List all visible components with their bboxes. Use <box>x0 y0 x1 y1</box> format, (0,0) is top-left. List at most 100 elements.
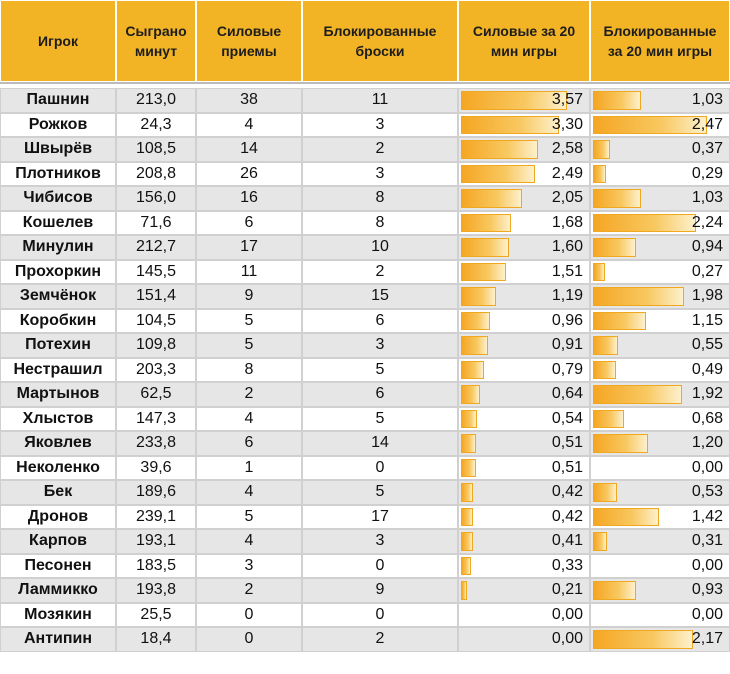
blocks-cell: 5 <box>302 480 458 505</box>
hits-per-20-value: 0,51 <box>551 434 583 452</box>
blocks-cell: 0 <box>302 455 458 480</box>
minutes-cell: 193,1 <box>116 529 196 554</box>
blocks-per-20-value: 0,37 <box>691 140 723 158</box>
blocks-per-20-cell: 2,24 <box>590 210 730 235</box>
blocks-per-20-value: 0,27 <box>691 262 723 280</box>
player-name: Бек <box>0 480 116 505</box>
blocks-per-20-databar <box>593 360 616 379</box>
blocks-cell: 9 <box>302 578 458 603</box>
hits-per-20-value: 0,21 <box>551 581 583 599</box>
hits-per-20-cell: 0,91 <box>458 333 590 358</box>
blocks-per-20-cell: 1,42 <box>590 504 730 529</box>
hits-per-20-cell: 2,05 <box>458 186 590 211</box>
header-minutes: Сыграно минут <box>116 0 196 82</box>
minutes-cell: 147,3 <box>116 406 196 431</box>
hits-cell: 5 <box>196 308 302 333</box>
hits-per-20-databar <box>461 556 471 575</box>
minutes-cell: 145,5 <box>116 259 196 284</box>
minutes-cell: 189,6 <box>116 480 196 505</box>
blocks-per-20-cell: 1,92 <box>590 382 730 407</box>
minutes-cell: 183,5 <box>116 553 196 578</box>
blocks-cell: 8 <box>302 186 458 211</box>
hits-per-20-value: 1,19 <box>551 287 583 305</box>
player-name: Чибисов <box>0 186 116 211</box>
blocks-per-20-cell: 0,68 <box>590 406 730 431</box>
hits-per-20-value: 3,57 <box>551 91 583 109</box>
player-name: Коробкин <box>0 308 116 333</box>
blocks-per-20-databar <box>593 213 696 232</box>
hits-per-20-databar <box>461 532 473 551</box>
blocks-cell: 6 <box>302 382 458 407</box>
table-row: Пашнин 213,0 38 11 3,57 1,03 <box>0 88 730 113</box>
blocks-per-20-databar <box>593 532 607 551</box>
player-name: Антипин <box>0 627 116 652</box>
hits-per-20-value: 0,41 <box>551 532 583 550</box>
hits-per-20-cell: 2,49 <box>458 161 590 186</box>
hits-per-20-databar <box>461 409 477 428</box>
table-row: Песонен 183,5 3 0 0,33 0,00 <box>0 553 730 578</box>
blocks-per-20-cell: 1,03 <box>590 88 730 113</box>
blocks-per-20-databar <box>593 385 682 404</box>
blocks-per-20-value: 0,93 <box>691 581 723 599</box>
hits-cell: 4 <box>196 406 302 431</box>
minutes-cell: 156,0 <box>116 186 196 211</box>
player-name: Потехин <box>0 333 116 358</box>
blocks-per-20-value: 0,94 <box>691 238 723 256</box>
minutes-cell: 208,8 <box>116 161 196 186</box>
minutes-cell: 18,4 <box>116 627 196 652</box>
hits-cell: 38 <box>196 88 302 113</box>
hits-per-20-databar <box>461 213 511 232</box>
table-row: Мозякин 25,5 0 0 0,00 0,00 <box>0 602 730 627</box>
header-hits-per-20: Силовые за 20 мин игры <box>458 0 590 82</box>
blocks-per-20-value: 2,17 <box>691 630 723 648</box>
blocks-per-20-databar <box>593 434 648 453</box>
hits-per-20-cell: 0,41 <box>458 529 590 554</box>
hits-per-20-databar <box>461 385 480 404</box>
blocks-cell: 3 <box>302 112 458 137</box>
hits-per-20-value: 3,30 <box>551 115 583 133</box>
blocks-cell: 0 <box>302 602 458 627</box>
table-row: Неколенко 39,6 1 0 0,51 0,00 <box>0 455 730 480</box>
hits-cell: 9 <box>196 284 302 309</box>
hits-per-20-databar <box>461 262 506 281</box>
stats-table: Игрок Сыграно минут Силовые приемы Блоки… <box>0 0 730 652</box>
table-row: Хлыстов 147,3 4 5 0,54 0,68 <box>0 406 730 431</box>
player-name: Песонен <box>0 553 116 578</box>
hits-per-20-value: 0,33 <box>551 556 583 574</box>
blocks-per-20-value: 1,03 <box>691 91 723 109</box>
blocks-cell: 11 <box>302 88 458 113</box>
table-row: Мартынов 62,5 2 6 0,64 1,92 <box>0 382 730 407</box>
hits-cell: 16 <box>196 186 302 211</box>
minutes-cell: 233,8 <box>116 431 196 456</box>
minutes-cell: 71,6 <box>116 210 196 235</box>
blocks-per-20-value: 1,42 <box>691 507 723 525</box>
blocks-per-20-databar <box>593 507 659 526</box>
hits-per-20-databar <box>461 336 488 355</box>
hits-cell: 26 <box>196 161 302 186</box>
blocks-cell: 2 <box>302 627 458 652</box>
player-name: Дронов <box>0 504 116 529</box>
blocks-cell: 8 <box>302 210 458 235</box>
hits-per-20-value: 1,60 <box>551 238 583 256</box>
hits-per-20-databar <box>461 507 473 526</box>
hits-per-20-databar <box>461 581 467 600</box>
hits-cell: 2 <box>196 578 302 603</box>
table-row: Плотников 208,8 26 3 2,49 0,29 <box>0 161 730 186</box>
hits-cell: 1 <box>196 455 302 480</box>
blocks-per-20-value: 0,31 <box>691 532 723 550</box>
blocks-cell: 2 <box>302 259 458 284</box>
player-name: Мартынов <box>0 382 116 407</box>
hits-per-20-cell: 1,60 <box>458 235 590 260</box>
header-hits: Силовые приемы <box>196 0 302 82</box>
blocks-per-20-value: 0,49 <box>691 360 723 378</box>
blocks-per-20-value: 0,00 <box>691 556 723 574</box>
hits-per-20-databar <box>461 483 473 502</box>
hits-per-20-value: 0,42 <box>551 507 583 525</box>
blocks-per-20-cell: 0,29 <box>590 161 730 186</box>
blocks-cell: 3 <box>302 161 458 186</box>
blocks-cell: 14 <box>302 431 458 456</box>
blocks-per-20-databar <box>593 336 618 355</box>
blocks-cell: 6 <box>302 308 458 333</box>
player-name: Мозякин <box>0 602 116 627</box>
blocks-per-20-cell: 2,47 <box>590 112 730 137</box>
